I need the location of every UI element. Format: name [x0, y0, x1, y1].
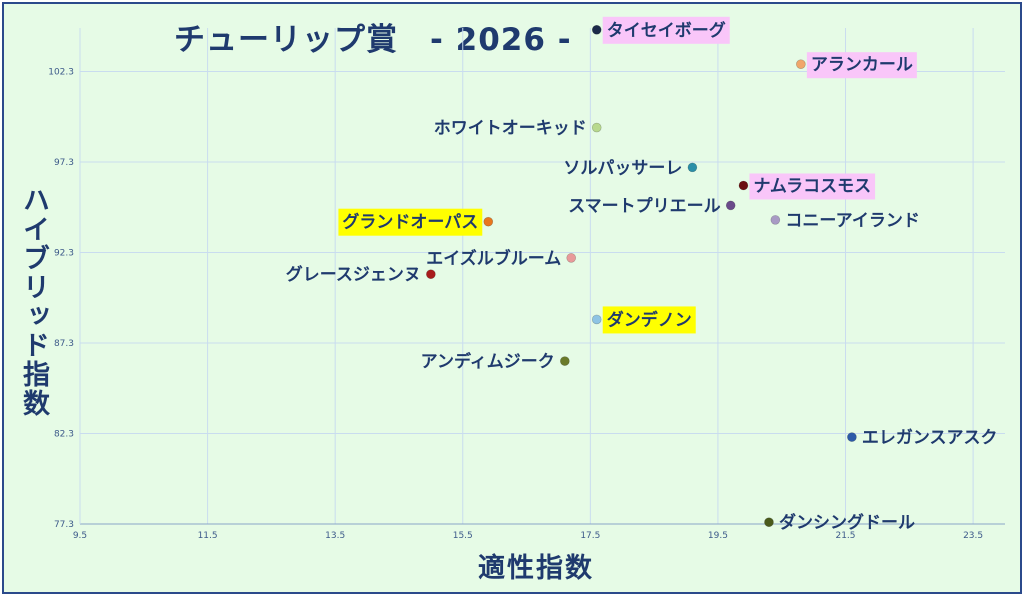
point-label: ソルパッサーレ	[563, 158, 682, 178]
y-axis-label: ハイブリッド指数	[18, 186, 49, 418]
data-point	[738, 180, 749, 191]
point-label: コニーアイランド	[785, 211, 919, 231]
point-label: アランカール	[811, 55, 913, 75]
x-tick-label: 17.5	[580, 531, 600, 541]
label-highlight	[806, 52, 917, 79]
data-point	[483, 216, 494, 227]
point-label: ダンシングドール	[779, 512, 915, 533]
data-point	[796, 59, 806, 70]
label-highlight	[602, 306, 696, 334]
data-point	[725, 200, 736, 211]
point-label: タイセイボーグ	[607, 20, 726, 41]
x-tick-label: 9.5	[73, 531, 87, 541]
x-tick-label: 23.5	[963, 531, 983, 541]
point-label: アンディムジーク	[421, 351, 555, 372]
y-tick-label: 82.3	[54, 429, 74, 439]
data-point	[591, 314, 602, 325]
label-highlight	[749, 173, 876, 200]
data-point	[566, 253, 577, 263]
point-label: ホワイトオーキッド	[434, 119, 587, 139]
y-tick-label: 102.3	[48, 67, 74, 77]
chart-title: チューリップ賞 - 2026 -	[174, 22, 572, 58]
x-tick-label: 11.5	[198, 531, 218, 541]
y-tick-label: 87.3	[54, 339, 74, 349]
x-tick-label: 13.5	[325, 531, 345, 541]
point-label: ダンデノン	[607, 309, 692, 330]
point-label: ナムラコスモス	[753, 176, 871, 196]
point-label: グレースジェンヌ	[286, 264, 421, 285]
data-point	[687, 162, 698, 173]
label-highlight	[338, 208, 483, 236]
point-label: エレガンスアスク	[862, 428, 998, 448]
point-label: グランドオーパス	[342, 212, 478, 233]
x-tick-label: 21.5	[835, 531, 855, 541]
data-point	[591, 25, 602, 35]
y-tick-label: 92.3	[54, 248, 74, 258]
x-axis-label: 適性指数	[478, 553, 594, 584]
data-point	[770, 215, 781, 225]
data-point	[847, 432, 857, 442]
data-point	[764, 517, 774, 527]
y-tick-label: 77.3	[54, 520, 74, 530]
data-point	[591, 122, 602, 133]
point-label: スマートプリエール	[568, 195, 721, 216]
x-tick-label: 19.5	[708, 531, 728, 541]
point-label: エイズルブルーム	[426, 248, 561, 269]
x-tick-label: 15.5	[453, 531, 473, 541]
label-highlight	[602, 16, 730, 44]
data-point	[560, 356, 570, 366]
data-point	[426, 269, 436, 279]
y-tick-label: 97.3	[54, 158, 74, 168]
